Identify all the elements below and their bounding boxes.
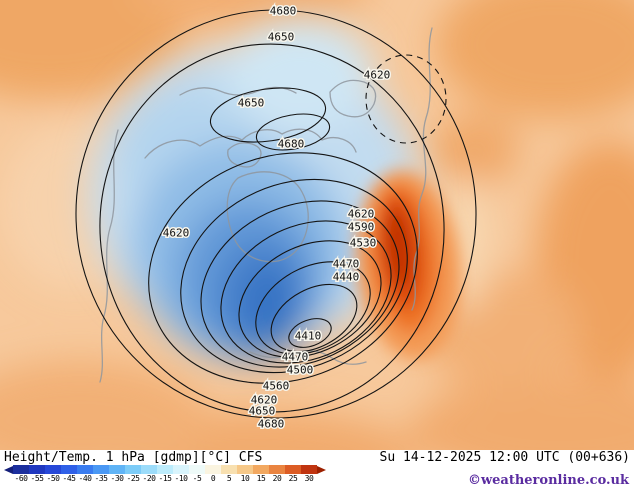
valid-time: Su 14-12-2025 12:00 UTC (00+636): [379, 450, 630, 465]
contour-label-4530: 4530: [350, 237, 377, 250]
colorbar-cell: [93, 465, 109, 474]
footer: Height/Temp. 1 hPa [gdmp][°C] CFS Su 14-…: [0, 450, 634, 490]
colorbar-cell: [61, 465, 77, 474]
colorbar-cell: [253, 465, 269, 474]
colorbar-cell: [77, 465, 93, 474]
colorbar-cell: [45, 465, 61, 474]
colorbar-cell: [109, 465, 125, 474]
contour-label-4560: 4560: [263, 380, 290, 393]
contour-label-4440: 4440: [333, 271, 360, 284]
colorbar-cell: [269, 465, 285, 474]
copyright-link[interactable]: ©weatheronline.co.uk: [467, 473, 629, 488]
colorbar-tick: 30: [304, 474, 314, 483]
colorbar-tick: -50: [46, 474, 60, 483]
colorbar-tick: -30: [110, 474, 124, 483]
contour-label-4650: 4650: [268, 31, 295, 44]
contour-label-4470: 4470: [282, 351, 309, 364]
colorbar-cells: [13, 465, 317, 474]
colorbar-tick: -60: [14, 474, 28, 483]
contour-label-4620: 4620: [251, 394, 278, 407]
contour-label-4680: 4680: [278, 138, 305, 151]
colorbar-tick: 10: [240, 474, 250, 483]
contour-label-4650: 4650: [238, 97, 265, 110]
colorbar-tick: -5: [192, 474, 202, 483]
map-title: Height/Temp. 1 hPa [gdmp][°C] CFS: [4, 450, 263, 465]
weather-map: 4680465046204650468046204620459045304470…: [0, 0, 634, 450]
contour-lines-layer: [75, 9, 477, 419]
colorbar-tick: 25: [288, 474, 298, 483]
temperature-shading-layer: [0, 0, 634, 450]
colorbar-tick-labels: -60 -55 -50 -45 -40 -35 -30 -25 -20 -15 -10 -5 0 5 10 1…: [13, 474, 326, 484]
contour-label-4470: 4470: [333, 258, 360, 271]
temperature-colorbar: -60 -55 -50 -45 -40 -35 -30 -25 -20 -15 -10 -5 0 5 10 1…: [4, 465, 326, 484]
colorbar-cell: [173, 465, 189, 474]
colorbar-tick: 5: [226, 474, 232, 483]
colorbar-strip: [4, 465, 326, 474]
colorbar-tick: -45: [62, 474, 76, 483]
colorbar-tick: -10: [174, 474, 188, 483]
colorbar-tick: 0: [210, 474, 216, 483]
colorbar-cell: [221, 465, 237, 474]
contour-label-4620: 4620: [364, 69, 391, 82]
colorbar-right-arrow: [317, 465, 326, 474]
colorbar-tick: 20: [272, 474, 282, 483]
colorbar-tick: -55: [30, 474, 44, 483]
contour-label-4620: 4620: [163, 227, 190, 240]
footer-caption-row: Height/Temp. 1 hPa [gdmp][°C] CFS Su 14-…: [0, 450, 634, 465]
contour-label-4590: 4590: [348, 221, 375, 234]
colorbar-tick: 15: [256, 474, 266, 483]
colorbar-cell: [189, 465, 205, 474]
colorbar-tick: -25: [126, 474, 140, 483]
colorbar-cell: [13, 465, 29, 474]
colorbar-left-arrow: [4, 465, 13, 474]
colorbar-cell: [29, 465, 45, 474]
colorbar-cell: [125, 465, 141, 474]
contour-label-4410: 4410: [295, 330, 322, 343]
colorbar-cell: [285, 465, 301, 474]
contour-label-4680: 4680: [270, 5, 297, 18]
colorbar-cell: [157, 465, 173, 474]
colorbar-cell: [205, 465, 221, 474]
colorbar-tick: -40: [78, 474, 92, 483]
colorbar-cell: [141, 465, 157, 474]
colorbar-tick: -35: [94, 474, 108, 483]
contour-label-4680: 4680: [258, 418, 285, 431]
contour-label-4650: 4650: [249, 405, 276, 418]
contour-label-4620: 4620: [348, 208, 375, 221]
contour-labels-layer: 4680465046204650468046204620459045304470…: [161, 3, 392, 432]
colorbar-tick: -20: [142, 474, 156, 483]
colorbar-tick: -15: [158, 474, 172, 483]
colorbar-cell: [237, 465, 253, 474]
colorbar-cell: [301, 465, 317, 474]
contour-label-4500: 4500: [287, 364, 314, 377]
